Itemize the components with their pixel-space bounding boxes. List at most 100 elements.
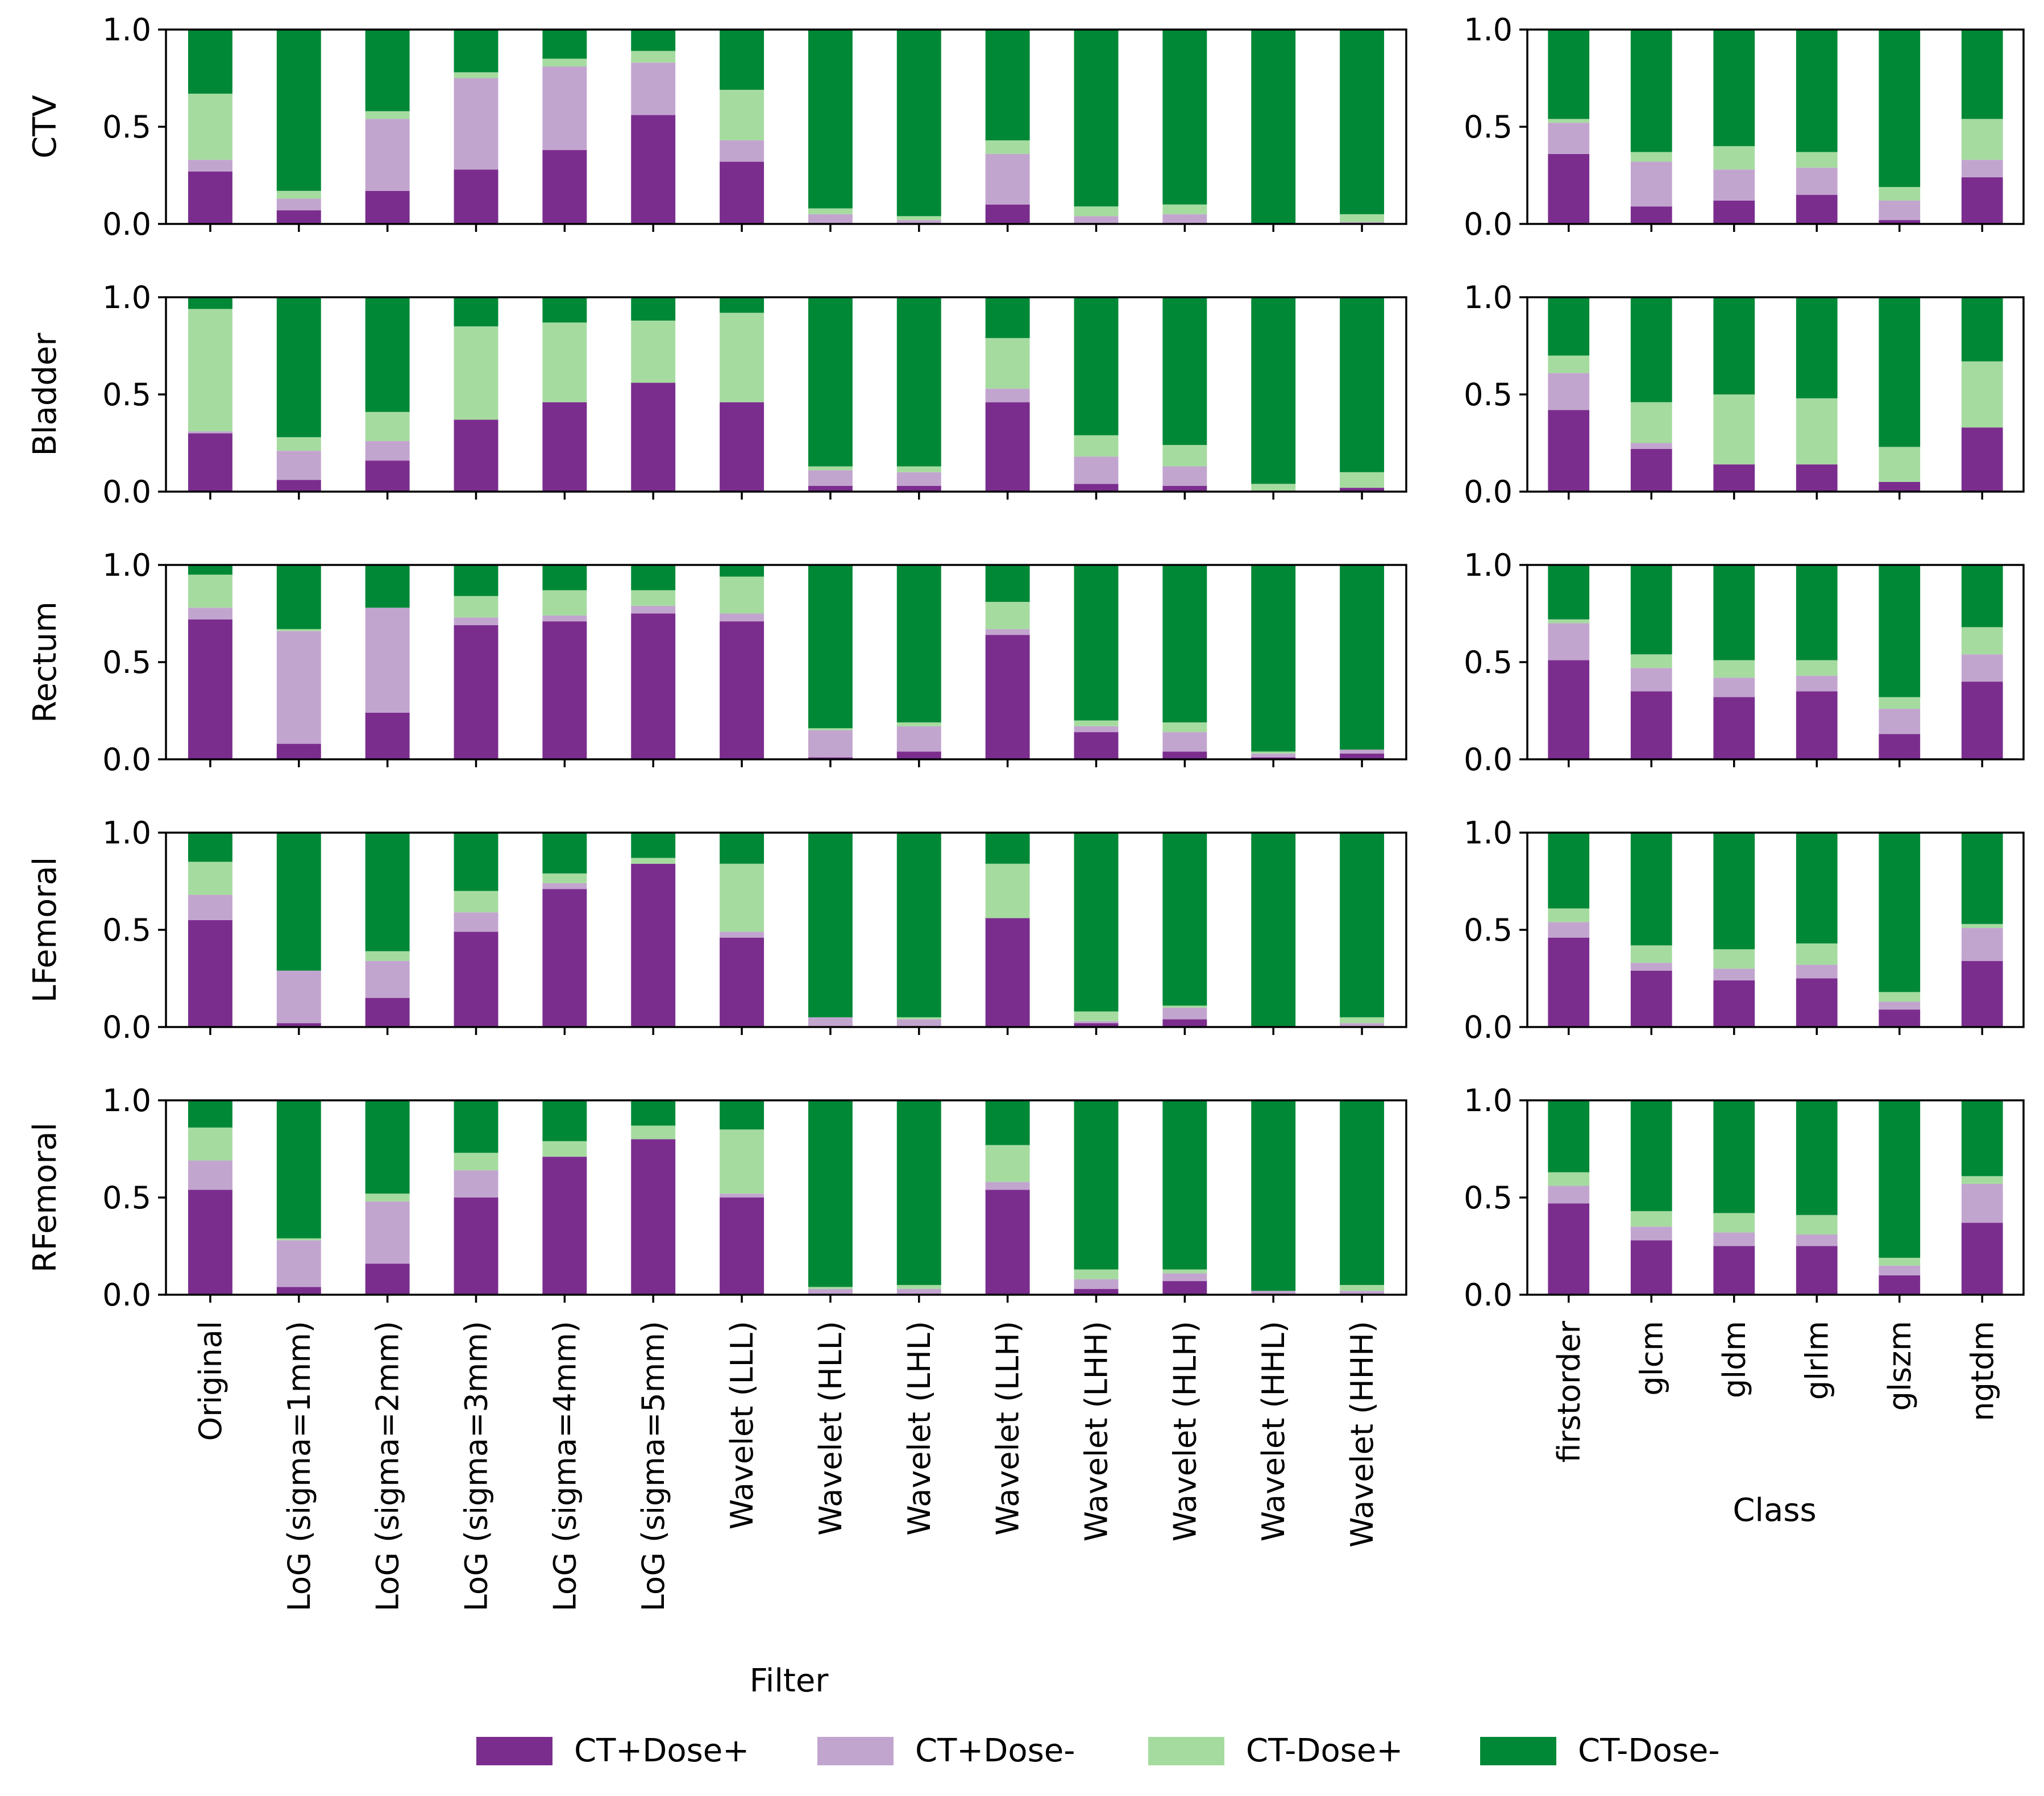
- bar-rfemoral-log-sigma-5mm-ct-dose: [631, 1139, 676, 1295]
- bar-lfemoral-glrlm-ct-dose: [1796, 943, 1838, 965]
- bar-ctv-firstorder-ct-dose: [1548, 119, 1590, 123]
- bars: [1548, 30, 2003, 224]
- bar-lfemoral-glcm-ct-dose: [1630, 963, 1672, 971]
- x-category-label: glcm: [1634, 1321, 1669, 1396]
- bar-ctv-log-sigma-3mm-ct-dose: [454, 78, 498, 170]
- bar-bladder-gldm-ct-dose: [1713, 394, 1755, 465]
- bar-lfemoral-ngtdm-ct-dose: [1961, 833, 2003, 924]
- bar-rfemoral-gldm-ct-dose: [1713, 1246, 1755, 1295]
- bar-lfemoral-original-ct-dose: [188, 862, 232, 895]
- legend-swatch: [1148, 1737, 1224, 1765]
- bar-ctv-glrlm-ct-dose: [1796, 30, 1838, 152]
- bar-rfemoral-glrlm-ct-dose: [1796, 1215, 1838, 1234]
- bar-rfemoral-wavelet-hlh-ct-dose: [1162, 1100, 1207, 1270]
- bar-rectum-log-sigma-5mm-ct-dose: [631, 565, 676, 591]
- bar-rfemoral-wavelet-hlh-ct-dose: [1162, 1281, 1207, 1295]
- bar-ctv-glrlm-ct-dose: [1796, 167, 1838, 195]
- x-category-label: glrlm: [1799, 1321, 1835, 1400]
- bar-ctv-original-ct-dose: [188, 171, 232, 224]
- bar-rfemoral-wavelet-llh-ct-dose: [985, 1145, 1030, 1182]
- y-tick-label: 0.0: [102, 474, 151, 510]
- bar-ctv-wavelet-lll-ct-dose: [720, 90, 765, 140]
- bar-rectum-glrlm-ct-dose: [1796, 691, 1838, 759]
- bar-bladder-glrlm-ct-dose: [1796, 297, 1838, 398]
- bar-rectum-glrlm-ct-dose: [1796, 675, 1838, 692]
- x-category-label: Original: [193, 1321, 229, 1441]
- bars: [1548, 833, 2003, 1027]
- bars: [188, 833, 1385, 1027]
- bar-ctv-log-sigma-2mm-ct-dose: [365, 119, 410, 191]
- bar-rfemoral-log-sigma-1mm-ct-dose: [276, 1238, 321, 1241]
- bar-lfemoral-glrlm-ct-dose: [1796, 833, 1838, 943]
- axes-frame: [165, 564, 1407, 760]
- bar-lfemoral-wavelet-lll-ct-dose: [720, 833, 765, 864]
- legend-swatch: [476, 1737, 552, 1765]
- bar-ctv-wavelet-lhh-ct-dose: [1074, 216, 1119, 224]
- bar-bladder-wavelet-lhh-ct-dose: [1074, 484, 1119, 492]
- bar-bladder-wavelet-hhl-ct-dose: [1251, 297, 1296, 484]
- subplot-class-rectum: 0.0 0.5 1.0: [1464, 547, 2025, 778]
- bar-rectum-glcm-ct-dose: [1630, 691, 1672, 759]
- bar-rectum-wavelet-hhl-ct-dose: [1251, 565, 1296, 752]
- bar-rfemoral-firstorder-ct-dose: [1548, 1172, 1590, 1186]
- bar-rfemoral-wavelet-lhl-ct-dose: [896, 1284, 941, 1289]
- x-category-label: Wavelet (LLL): [724, 1321, 760, 1529]
- bar-bladder-log-sigma-1mm-ct-dose: [276, 451, 321, 480]
- bar-rectum-original-ct-dose: [188, 608, 232, 620]
- bar-ctv-log-sigma-1mm-ct-dose: [276, 198, 321, 211]
- bar-bladder-glcm-ct-dose: [1630, 443, 1672, 449]
- bar-rectum-log-sigma-3mm-ct-dose: [454, 625, 498, 759]
- bar-lfemoral-log-sigma-4mm-ct-dose: [542, 883, 587, 889]
- bar-lfemoral-wavelet-lhh-ct-dose: [1074, 833, 1119, 1012]
- legend: CT+Dose+ CT+Dose- CT-Dose+ CT-Dose-: [476, 1732, 1720, 1769]
- subplot-class-lfemoral: 0.0 0.5 1.0: [1464, 815, 2025, 1045]
- bar-rfemoral-glszm-ct-dose: [1879, 1100, 1921, 1258]
- bar-rfemoral-wavelet-lhl-ct-dose: [896, 1288, 941, 1295]
- bar-ctv-log-sigma-4mm-ct-dose: [542, 150, 587, 224]
- bar-lfemoral-wavelet-lll-ct-dose: [720, 863, 765, 932]
- bar-bladder-glrlm-ct-dose: [1796, 464, 1838, 492]
- bar-rfemoral-ngtdm-ct-dose: [1961, 1100, 2003, 1176]
- bar-rectum-original-ct-dose: [188, 575, 232, 608]
- y-tick-label: 1.0: [1464, 12, 1513, 48]
- y-tick-label: 1.0: [1464, 280, 1513, 315]
- bar-rectum-firstorder-ct-dose: [1548, 660, 1590, 759]
- bar-bladder-original-ct-dose: [188, 433, 232, 492]
- bar-ctv-log-sigma-3mm-ct-dose: [454, 169, 498, 224]
- bar-rfemoral-glcm-ct-dose: [1630, 1227, 1672, 1241]
- bar-ctv-log-sigma-5mm-ct-dose: [631, 115, 676, 224]
- bar-rectum-gldm-ct-dose: [1713, 565, 1755, 660]
- bar-ctv-glcm-ct-dose: [1630, 206, 1672, 224]
- bar-ctv-wavelet-hll-ct-dose: [808, 214, 853, 224]
- bar-bladder-log-sigma-2mm-ct-dose: [365, 441, 410, 461]
- bar-ctv-wavelet-lll-ct-dose: [720, 161, 765, 224]
- bar-bladder-log-sigma-3mm-ct-dose: [454, 419, 498, 492]
- bar-rectum-log-sigma-4mm-ct-dose: [542, 590, 587, 616]
- bar-rectum-gldm-ct-dose: [1713, 660, 1755, 678]
- y-tick-label: 1.0: [102, 1083, 151, 1119]
- bar-ctv-wavelet-hhl-ct-dose: [1251, 30, 1296, 224]
- bar-rfemoral-wavelet-lll-ct-dose: [720, 1100, 765, 1130]
- legend-entry-ct-dose: CT+Dose-: [817, 1732, 1075, 1769]
- bar-rfemoral-wavelet-lhh-ct-dose: [1074, 1269, 1119, 1279]
- bar-bladder-wavelet-lhl-ct-dose: [896, 485, 941, 492]
- bar-bladder-wavelet-hll-ct-dose: [808, 466, 853, 471]
- bar-bladder-log-sigma-2mm-ct-dose: [365, 411, 410, 442]
- bar-lfemoral-wavelet-llh-ct-dose: [985, 918, 1030, 1027]
- subplot-class-ctv: 0.0 0.5 1.0: [1464, 12, 2025, 242]
- axes-frame: [165, 832, 1407, 1028]
- bar-bladder-wavelet-hlh-ct-dose: [1162, 485, 1207, 492]
- bar-rfemoral-log-sigma-2mm-ct-dose: [365, 1194, 410, 1202]
- bar-bladder-log-sigma-1mm-ct-dose: [276, 437, 321, 451]
- y-tick-label: 0.0: [1464, 742, 1513, 778]
- bar-lfemoral-gldm-ct-dose: [1713, 833, 1755, 950]
- bar-lfemoral-firstorder-ct-dose: [1548, 833, 1590, 909]
- bar-rfemoral-glcm-ct-dose: [1630, 1240, 1672, 1295]
- bar-rectum-wavelet-hhh-ct-dose: [1340, 749, 1385, 754]
- bar-lfemoral-wavelet-hlh-ct-dose: [1162, 1019, 1207, 1027]
- bar-rectum-log-sigma-4mm-ct-dose: [542, 565, 587, 591]
- bar-rectum-ngtdm-ct-dose: [1961, 681, 2003, 759]
- bar-lfemoral-wavelet-llh-ct-dose: [985, 833, 1030, 864]
- bar-ctv-glszm-ct-dose: [1879, 30, 1921, 188]
- bar-bladder-glcm-ct-dose: [1630, 402, 1672, 443]
